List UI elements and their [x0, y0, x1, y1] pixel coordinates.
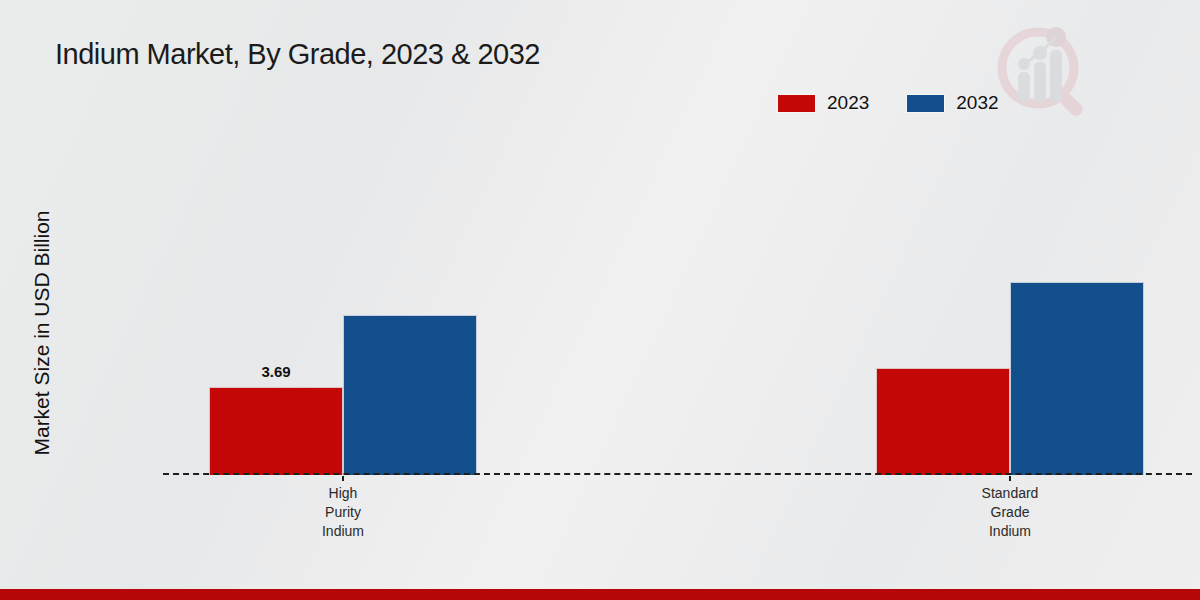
bar-2023-high-purity-indium [209, 387, 343, 475]
footer-accent-strip [0, 589, 1200, 600]
plot-area: HighPurityIndium StandardGradeIndium 3.69 [0, 0, 1200, 600]
bar-2032-high-purity-indium [343, 315, 477, 475]
x-tick-label-standard-grade-indium: StandardGradeIndium [982, 484, 1039, 541]
x-tick-label-high-purity-indium: HighPurityIndium [322, 484, 364, 541]
x-axis-tick [342, 476, 344, 481]
chart-canvas: Indium Market, By Grade, 2023 & 2032 Mar… [0, 0, 1200, 600]
bar-value-label: 3.69 [261, 363, 290, 380]
x-axis-tick [1009, 476, 1011, 481]
bar-2032-standard-grade-indium [1010, 282, 1144, 475]
bar-2023-standard-grade-indium [876, 368, 1010, 475]
x-axis-baseline [163, 473, 1192, 475]
